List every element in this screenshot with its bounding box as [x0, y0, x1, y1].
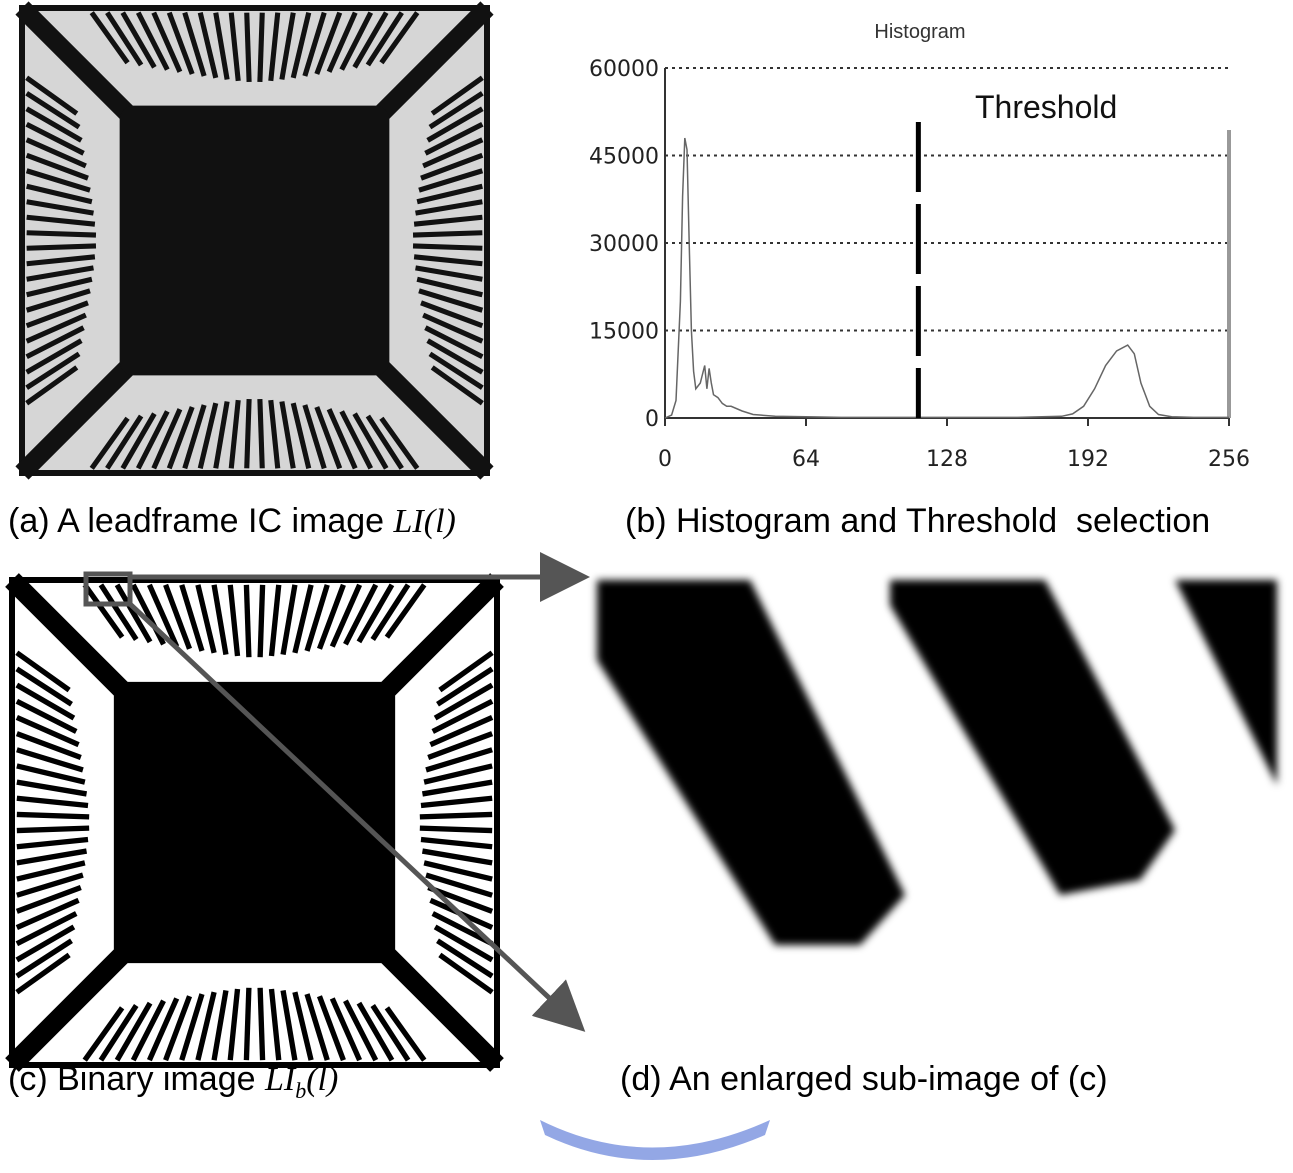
x-tick-label: 192 — [1067, 447, 1109, 472]
y-tick-label: 60000 — [589, 57, 659, 82]
lead — [247, 13, 249, 82]
enlarged-sub-image — [597, 580, 1277, 945]
caption-math: LI — [393, 503, 426, 540]
caption: (d) An enlarged sub-image of (c) — [620, 1060, 1108, 1098]
x-tick-label: 128 — [926, 447, 968, 472]
lead — [420, 814, 492, 816]
lead — [17, 828, 89, 830]
histogram-line — [665, 138, 1229, 418]
lead — [247, 399, 249, 468]
caption-math: b — [295, 1078, 306, 1103]
histogram: Histogram 0 15000 30000 45000 60000 0 64 128 192 2… — [589, 21, 1250, 472]
y-tick-label: 45000 — [589, 145, 659, 170]
lead — [413, 233, 482, 235]
y-tick-label: 0 — [645, 407, 659, 432]
caption-math: (l) — [424, 503, 456, 540]
leadframe-image — [22, 8, 487, 473]
y-tick-label: 15000 — [589, 320, 659, 345]
lead — [260, 585, 262, 657]
threshold-label: Threshold — [975, 89, 1117, 125]
watermark — [540, 1120, 770, 1160]
x-tick-label: 64 — [792, 447, 820, 472]
lead — [27, 246, 96, 248]
caption: (c) Binary image LIb(l) — [8, 1060, 338, 1103]
x-tick-label: 0 — [658, 447, 672, 472]
x-tick-label: 256 — [1208, 447, 1250, 472]
caption-math: (l) — [306, 1061, 338, 1098]
lead — [246, 585, 248, 657]
lead — [17, 814, 89, 816]
lead — [246, 988, 248, 1060]
y-tick-label: 30000 — [589, 232, 659, 257]
lead — [260, 399, 262, 468]
caption-text: (a) A leadframe IC image — [8, 502, 384, 540]
figure: Histogram 0 15000 30000 45000 60000 0 64 128 192 2… — [0, 0, 1293, 1173]
lead — [260, 988, 262, 1060]
chart-title: Histogram — [874, 21, 965, 43]
lead — [413, 246, 482, 248]
caption-text: (c) Binary image — [8, 1060, 256, 1098]
die-pad — [120, 106, 390, 376]
caption: (b) Histogram and Threshold selection — [625, 502, 1210, 540]
caption-math: LI — [264, 1061, 297, 1098]
lead — [420, 828, 492, 830]
lead — [27, 233, 96, 235]
binary-image — [12, 580, 497, 1065]
lead — [260, 13, 262, 82]
caption: (a) A leadframe IC image LI(l) — [8, 502, 456, 540]
